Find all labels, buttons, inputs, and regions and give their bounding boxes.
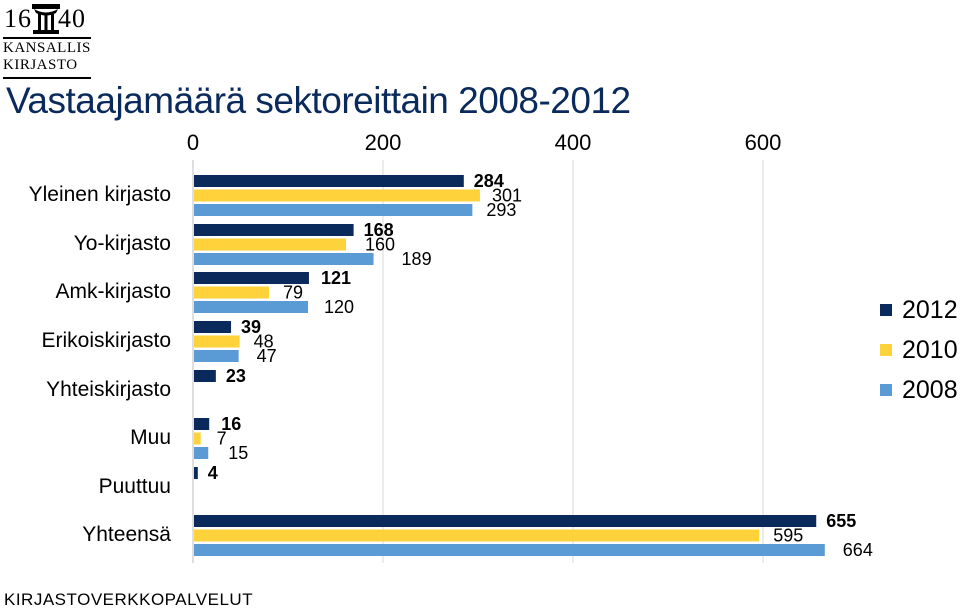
legend-label-2010: 2010: [902, 335, 958, 364]
bar-2008-2: [194, 301, 308, 313]
data-label-2008-1: 189: [402, 249, 432, 269]
bar-2012-2: [194, 272, 309, 284]
bar-2010-1: [194, 238, 346, 251]
bar-2008-1: [194, 253, 374, 265]
x-tick-label-200: 200: [365, 130, 402, 155]
category-label-6: Puuttuu: [99, 475, 171, 498]
x-tick-label-0: 0: [187, 130, 199, 155]
logo-year-right: 40: [58, 4, 86, 33]
data-label-2008-0: 293: [486, 200, 516, 220]
data-label-2012-3: 39: [241, 317, 261, 337]
legend-swatch-2010: [880, 344, 892, 356]
bar-2012-1: [194, 224, 354, 236]
x-tick-label-600: 600: [745, 130, 782, 155]
category-label-0: Yleinen kirjasto: [29, 183, 171, 206]
bar-2012-0: [194, 175, 464, 187]
category-label-5: Muu: [130, 426, 171, 449]
data-label-2010-7: 595: [773, 526, 803, 546]
legend-item-2012: 2012: [880, 290, 958, 330]
category-label-2: Amk-kirjasto: [55, 280, 171, 303]
category-label-3: Erikoiskirjasto: [41, 329, 171, 352]
data-label-2008-2: 120: [324, 297, 354, 317]
page-title: Vastaajamäärä sektoreittain 2008-2012: [6, 80, 631, 121]
bar-2008-0: [194, 204, 473, 216]
bar-2008-7: [194, 544, 825, 556]
data-label-2012-2: 121: [321, 268, 351, 288]
legend-item-2010: 2010: [880, 330, 958, 370]
logo-word-kansallis: KANSALLIS: [3, 40, 91, 56]
bar-2008-5: [194, 447, 209, 459]
bar-2012-4: [194, 370, 216, 382]
data-label-2008-3: 47: [257, 346, 277, 366]
bar-2012-7: [194, 515, 817, 527]
logo: 16 40 KANSALLIS KIRJASTO: [0, 0, 96, 80]
data-label-2010-5: 7: [217, 429, 227, 449]
data-label-2010-2: 79: [283, 283, 303, 303]
bar-2012-5: [194, 418, 210, 430]
bar-2010-2: [194, 286, 270, 299]
bar-2010-3: [194, 335, 240, 348]
footer-text: KIRJASTOVERKKOPALVELUT: [4, 590, 254, 609]
legend-swatch-2008: [880, 384, 892, 396]
bar-2012-3: [194, 321, 232, 333]
legend-label-2012: 2012: [902, 295, 958, 324]
bar-2010-5: [194, 432, 201, 445]
bar-2010-7: [194, 529, 760, 542]
data-label-2012-1: 168: [364, 220, 394, 240]
bar-2012-6: [194, 467, 198, 479]
legend-label-2008: 2008: [902, 375, 958, 404]
logo-rule-bottom: [3, 77, 91, 79]
legend-swatch-2012: [880, 304, 892, 316]
data-label-2012-0: 284: [474, 171, 504, 191]
data-label-2008-7: 664: [843, 540, 873, 560]
column-emblem-icon: [32, 4, 60, 34]
data-label-2012-5: 16: [221, 414, 241, 434]
chart-legend: 2012 2010 2008: [880, 290, 958, 410]
data-label-2010-3: 48: [254, 332, 274, 352]
category-label-7: Yhteensä: [82, 523, 171, 546]
data-label-2012-7: 655: [826, 511, 856, 531]
legend-item-2008: 2008: [880, 370, 958, 410]
data-label-2008-5: 15: [228, 443, 248, 463]
x-tick-label-400: 400: [555, 130, 592, 155]
logo-rule-top: [3, 37, 91, 39]
data-label-2010-0: 301: [492, 186, 522, 206]
category-label-4: Yhteiskirjasto: [46, 378, 171, 401]
logo-year-left: 16: [4, 4, 32, 33]
data-label-2012-6: 4: [208, 463, 218, 483]
data-label-2012-4: 23: [226, 366, 246, 386]
bar-2010-0: [194, 189, 480, 202]
category-label-1: Yo-kirjasto: [74, 232, 171, 255]
data-label-2010-1: 160: [365, 235, 395, 255]
bar-2008-3: [194, 350, 239, 362]
logo-word-kirjasto: KIRJASTO: [3, 57, 78, 73]
